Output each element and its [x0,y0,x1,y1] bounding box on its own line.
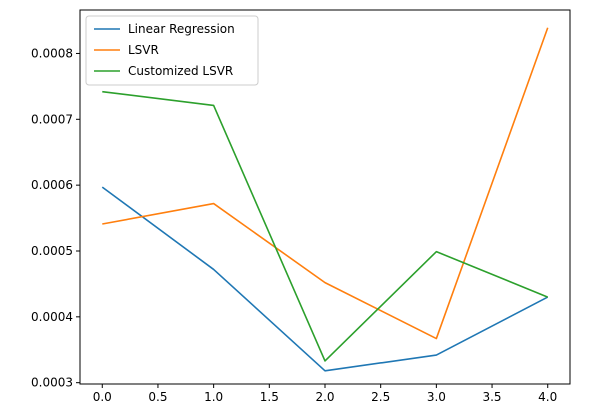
legend-label: Customized LSVR [128,64,233,78]
legend-label: LSVR [128,43,159,57]
legend-box [85,15,259,86]
y-tick-label: 0.0007 [31,112,73,126]
legend: Linear Regression LSVR Customized LSVR [85,15,259,86]
legend-label: Linear Regression [128,22,235,36]
x-axis: 0.0 0.5 1.0 1.5 2.0 2.5 3.0 3.5 4.0 [93,384,557,404]
y-tick-label: 0.0005 [31,244,73,258]
x-tick-label: 0.0 [93,390,112,404]
x-tick-label: 2.0 [315,390,334,404]
y-tick-label: 0.0006 [31,178,73,192]
x-tick-label: 2.5 [371,390,390,404]
x-tick-label: 1.0 [204,390,223,404]
x-tick-label: 4.0 [538,390,557,404]
y-tick-label: 0.0008 [31,46,73,60]
x-tick-label: 1.5 [260,390,279,404]
x-tick-label: 0.5 [148,390,167,404]
series-line-customized-lsvr [102,90,549,362]
series-line-lsvr [102,27,549,340]
series-line-linear-regression [101,186,549,372]
y-tick-label: 0.0004 [31,310,73,324]
y-tick-label: 0.0003 [31,376,73,390]
x-tick-label: 3.0 [427,390,446,404]
series-layer [101,27,549,372]
x-tick-label: 3.5 [482,390,501,404]
y-axis: 0.0003 0.0004 0.0005 0.0006 0.0007 0.0008 [31,46,80,390]
